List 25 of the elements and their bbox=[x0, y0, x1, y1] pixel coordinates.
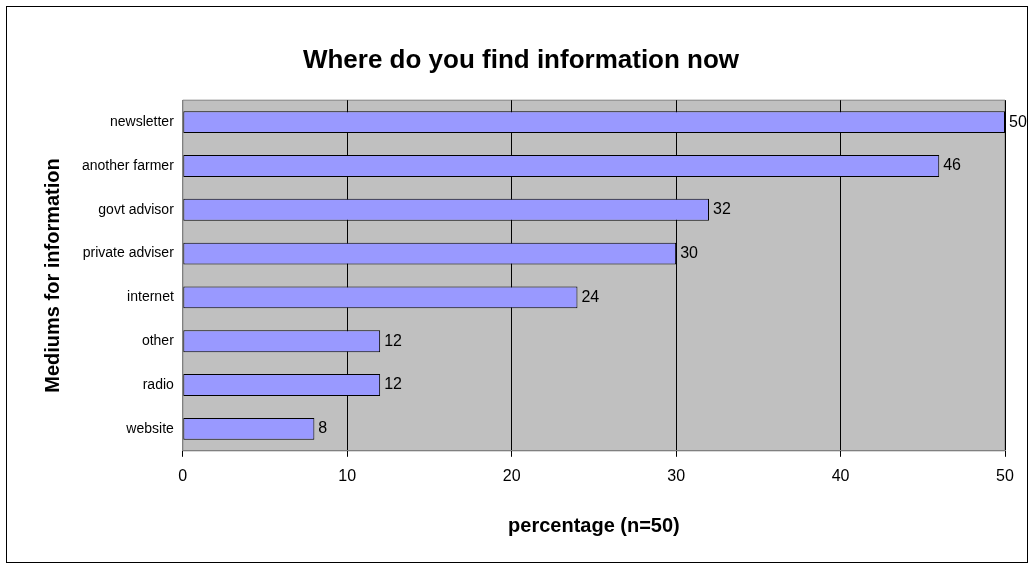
data-label: 12 bbox=[384, 375, 403, 393]
data-label: 32 bbox=[713, 200, 731, 218]
x-tick-label: 40 bbox=[831, 466, 850, 484]
data-label: 12 bbox=[384, 331, 403, 349]
y-tick-label: another farmer bbox=[81, 156, 175, 173]
x-tick-label: 10 bbox=[338, 466, 357, 484]
data-label: 24 bbox=[581, 287, 600, 305]
x-axis-title: percentage (n=50) bbox=[508, 513, 680, 536]
x-tick-label: 0 bbox=[178, 466, 188, 484]
y-tick-label: govt advisor bbox=[98, 200, 175, 217]
y-tick-label: internet bbox=[127, 288, 174, 305]
data-label: 50 bbox=[1009, 112, 1027, 130]
y-tick-label: radio bbox=[142, 375, 175, 392]
y-tick-label: newsletter bbox=[110, 112, 175, 129]
x-tick-label: 30 bbox=[667, 466, 686, 484]
x-tick-label: 50 bbox=[996, 466, 1014, 484]
data-label: 8 bbox=[318, 419, 328, 437]
x-tick-label: 20 bbox=[502, 466, 521, 484]
y-tick-label: website bbox=[125, 419, 175, 436]
y-axis-title: Mediums for information bbox=[40, 158, 63, 393]
y-tick-label: other bbox=[141, 332, 175, 349]
chart-title: Where do you find information now bbox=[302, 43, 740, 74]
data-label: 46 bbox=[943, 156, 962, 174]
y-tick-label: private adviser bbox=[82, 244, 175, 261]
data-label: 30 bbox=[680, 243, 699, 261]
